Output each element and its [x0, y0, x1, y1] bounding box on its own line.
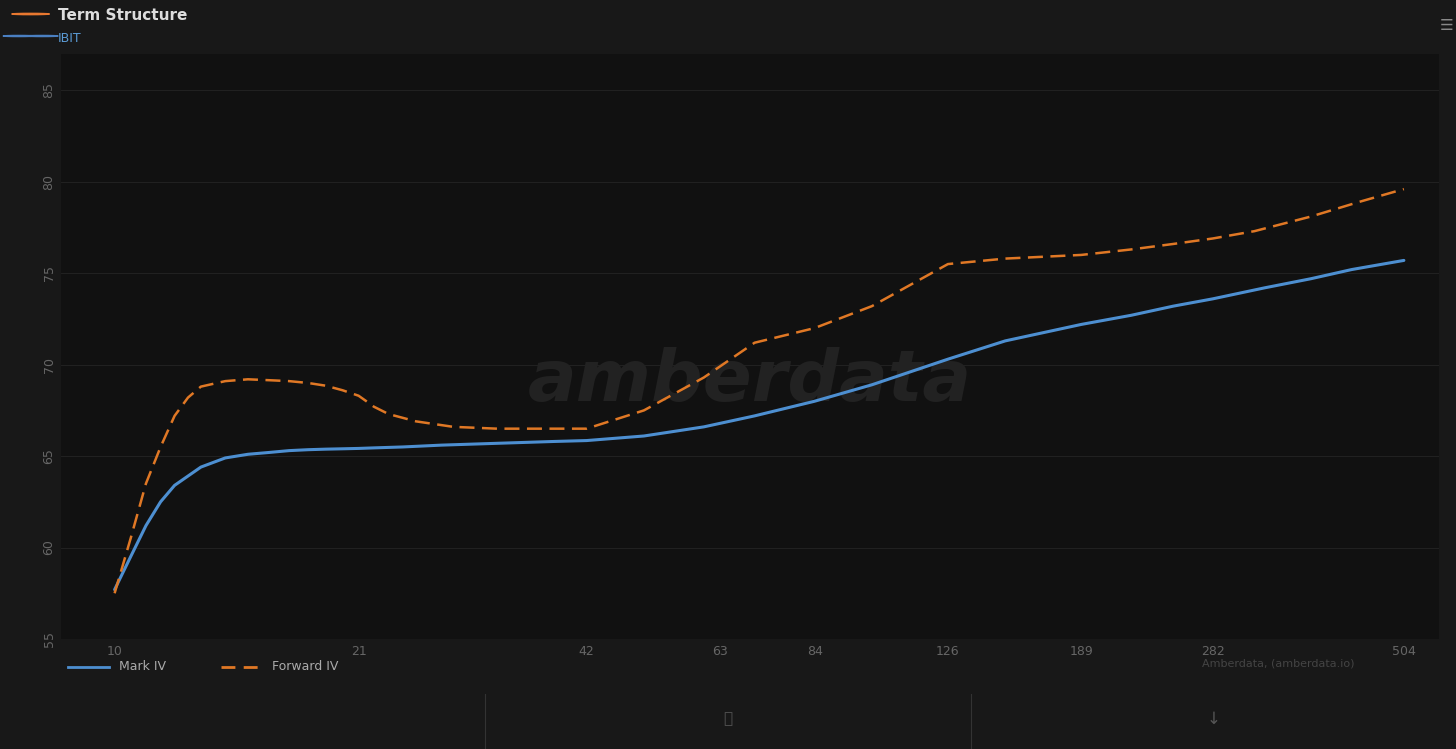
Text: ☰: ☰ [1440, 17, 1453, 32]
Circle shape [12, 13, 50, 15]
Text: 📷: 📷 [724, 712, 732, 727]
Text: Forward IV: Forward IV [272, 660, 339, 673]
Text: Term Structure: Term Structure [58, 7, 188, 22]
Text: IBIT: IBIT [58, 32, 82, 46]
Text: amberdata: amberdata [527, 347, 973, 416]
Circle shape [26, 35, 58, 37]
Text: Amberdata, (amberdata.io): Amberdata, (amberdata.io) [1201, 659, 1354, 669]
Circle shape [3, 35, 35, 37]
Text: ↓: ↓ [1207, 710, 1220, 728]
Text: Mark IV: Mark IV [119, 660, 166, 673]
